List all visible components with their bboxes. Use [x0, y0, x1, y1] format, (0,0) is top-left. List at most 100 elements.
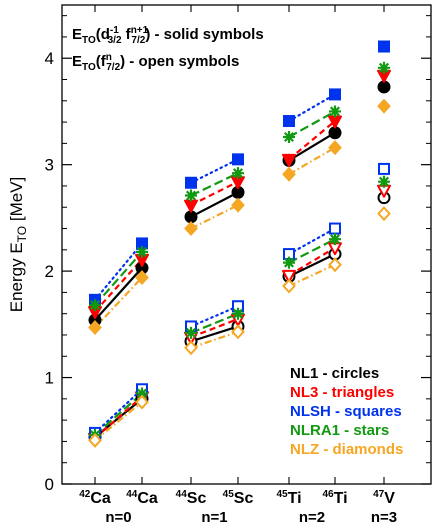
x-tick-label-symbol: Ca: [90, 490, 111, 507]
x-tick-label-mass: 45: [223, 489, 235, 500]
series-line: [93, 242, 144, 301]
y-tick-label: 2: [45, 262, 54, 281]
x-tick-label: 47V: [373, 489, 395, 507]
series-line: [288, 238, 336, 264]
note-text: ) - solid symbols: [145, 26, 263, 43]
point-open: [135, 394, 149, 410]
x-tick-label-symbol: Ti: [288, 490, 302, 507]
legend-entry: NL3 - triangles: [290, 384, 394, 401]
x-tick-label-mass: 44: [126, 489, 138, 500]
point-open: [184, 340, 198, 356]
x-tick-label-mass: 44: [176, 489, 188, 500]
point-solid: [232, 167, 244, 180]
point-open: [329, 233, 341, 246]
point-open: [377, 206, 391, 222]
group-label: n=0: [105, 509, 131, 526]
series-line: [288, 110, 336, 138]
point-solid: [328, 126, 342, 140]
point-solid: [283, 130, 295, 143]
point-solid: [328, 140, 342, 156]
note-text: ) - open symbols: [120, 53, 239, 70]
note-solid-symbols: ETO(d-1 3/2 fn+1 7/2) - solid symbols: [72, 25, 264, 46]
series-line: [94, 395, 143, 440]
x-tick-label-mass: 45: [276, 489, 288, 500]
note-text: (d: [96, 26, 110, 43]
point-solid: [184, 199, 198, 213]
series-line: [94, 392, 143, 436]
point-solid: [377, 98, 391, 114]
y-tick-label: 1: [45, 369, 54, 388]
group-label: n=3: [371, 509, 397, 526]
series-line: [94, 276, 143, 329]
series-line: [288, 246, 336, 277]
y-tick-label: 4: [45, 49, 54, 68]
point-solid: [377, 80, 391, 94]
note-text: E: [72, 53, 82, 70]
point-solid: [184, 210, 198, 224]
x-tick-label: 44Sc: [176, 489, 207, 507]
note-script: TO: [82, 35, 96, 46]
series-line: [288, 146, 336, 176]
legend-entry: NLZ - diamonds: [290, 441, 403, 458]
series-line: [190, 325, 239, 343]
series-line: [288, 253, 336, 278]
note-open-symbols: ETO(fn 7/2) - open symbols: [72, 52, 239, 73]
point-open: [185, 326, 197, 339]
point-open: [282, 269, 296, 283]
x-tick-label: 44Ca: [126, 489, 158, 507]
point-solid: [329, 105, 341, 118]
series-line: [189, 158, 240, 184]
note-text: f: [122, 26, 132, 43]
point-solid: [282, 166, 296, 182]
point-solid: [136, 245, 148, 258]
series-line: [94, 258, 143, 313]
group-label: n=1: [201, 509, 227, 526]
y-axis-label: Energy ETO [MeV]: [7, 177, 29, 313]
series-line: [94, 401, 143, 442]
y-tick-label: 3: [45, 156, 54, 175]
note-script: 7/2: [131, 35, 145, 46]
x-tick-label: 45Ti: [276, 489, 301, 507]
point-open: [282, 278, 296, 294]
note-script: -1: [110, 25, 119, 36]
series-line: [287, 93, 337, 123]
y-axis-label-main: Energy E: [7, 242, 26, 312]
y-axis-label-unit: [MeV]: [7, 177, 26, 226]
x-tick-label: 46Ti: [322, 489, 347, 507]
note-script: 3/2: [108, 35, 122, 46]
point-open: [328, 257, 342, 273]
note-text: E: [72, 26, 82, 43]
series-line: [190, 330, 239, 349]
series-line: [190, 312, 239, 334]
point-solid: [378, 40, 390, 53]
point-solid: [88, 320, 102, 336]
point-open: [136, 387, 148, 400]
point-solid: [89, 299, 101, 312]
point-solid: [185, 189, 197, 202]
point-solid: [329, 88, 341, 101]
point-solid: [283, 115, 295, 128]
point-open: [378, 162, 390, 175]
point-solid: [378, 61, 390, 74]
x-tick-label-symbol: Ca: [137, 490, 158, 507]
point-solid: [282, 153, 296, 167]
point-open: [231, 324, 245, 340]
series-line: [190, 180, 239, 207]
note-script: n: [106, 52, 112, 63]
x-tick-label: 45Sc: [223, 489, 254, 507]
x-tick-label-mass: 42: [79, 489, 91, 500]
point-open: [283, 256, 295, 269]
series-line: [288, 131, 336, 162]
point-open: [378, 175, 390, 188]
series-line: [287, 227, 337, 256]
x-tick-label-mass: 47: [373, 489, 385, 500]
series-line: [288, 120, 336, 161]
point-solid: [231, 197, 245, 213]
y-axis-label-sub: TO: [15, 226, 29, 242]
x-tick-label-symbol: Ti: [334, 490, 348, 507]
x-tick-label: 42Ca: [79, 489, 111, 507]
legend-entry: NLSH - squares: [290, 403, 402, 420]
series-line: [94, 267, 143, 321]
point-solid: [185, 176, 197, 189]
